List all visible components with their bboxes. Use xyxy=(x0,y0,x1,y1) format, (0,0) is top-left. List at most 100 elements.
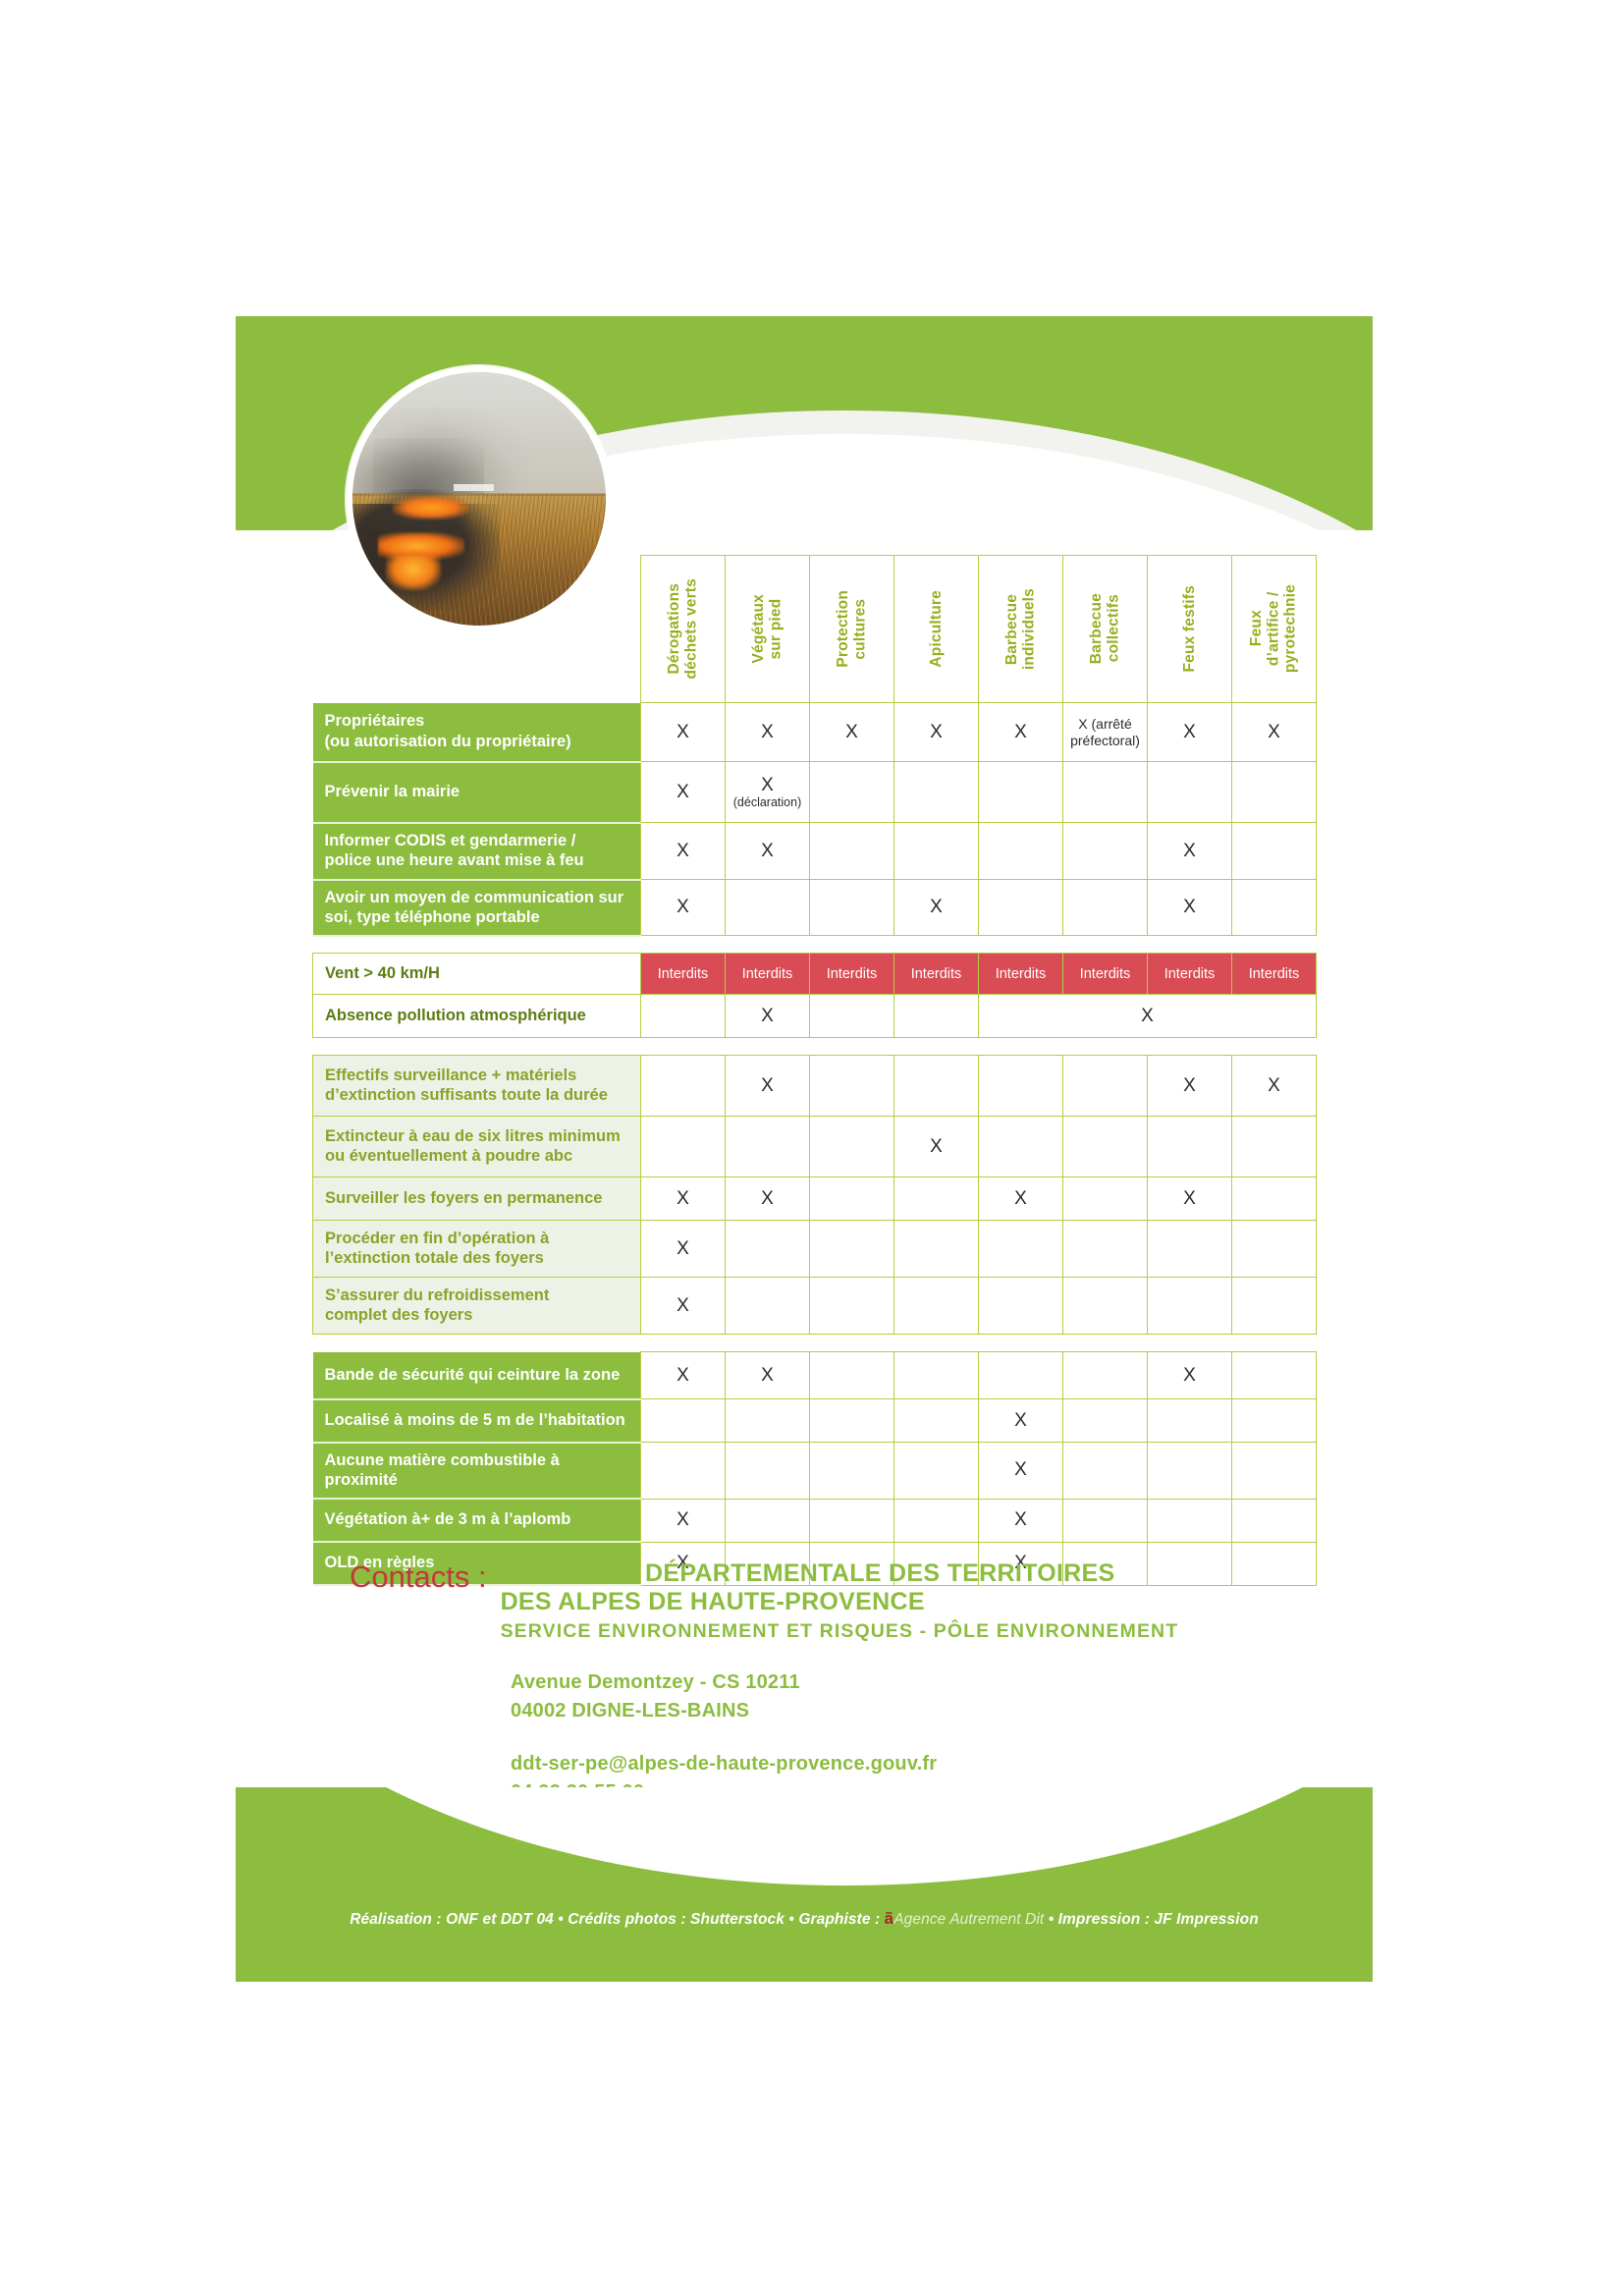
address-line-1: Avenue Demontzey - CS 10211 xyxy=(511,1671,800,1694)
empty-cell-6 xyxy=(1062,1176,1148,1222)
header-corner-spacer xyxy=(313,556,641,703)
table-row: Avoir un moyen de communication sur soi, … xyxy=(312,878,1317,937)
row-label: Aucune matière combustible à proximité xyxy=(312,1442,641,1501)
empty-cell-8 xyxy=(1231,1116,1317,1178)
empty-cell-4 xyxy=(893,1277,979,1336)
empty-cell-3 xyxy=(809,878,894,937)
mark-cell-8: X xyxy=(1231,702,1317,762)
empty-cell-3 xyxy=(809,1220,894,1279)
flame-icon xyxy=(385,554,442,590)
empty-cell-4 xyxy=(893,1398,979,1444)
empty-cell-3 xyxy=(809,1277,894,1336)
contacts-heading: Contacts : xyxy=(350,1559,487,1594)
empty-cell-1 xyxy=(640,994,726,1039)
empty-cell-4 xyxy=(893,1541,979,1586)
empty-cell-1 xyxy=(640,1116,726,1178)
gap-cell xyxy=(894,1335,979,1352)
empty-cell-5 xyxy=(978,822,1063,880)
empty-cell-8 xyxy=(1231,1442,1317,1500)
empty-cell-8 xyxy=(1231,1277,1317,1336)
empty-cell-7 xyxy=(1147,1442,1232,1500)
table-row: Effectifs surveillance + matériels d’exti… xyxy=(312,1055,1317,1118)
empty-cell-2 xyxy=(725,1498,810,1543)
empty-cell-3 xyxy=(809,822,894,880)
column-header-label: Feux festifs xyxy=(1180,585,1198,673)
row-label: Végétation à+ de 3 m à l’aplomb xyxy=(312,1499,641,1543)
gap-cell xyxy=(1148,1038,1232,1056)
column-header-label: Barbecue collectifs xyxy=(1088,593,1122,665)
gap-cell xyxy=(979,1038,1063,1056)
mark-cell-1: X xyxy=(640,1220,726,1279)
empty-cell-5 xyxy=(978,1116,1063,1178)
gap-cell xyxy=(641,936,726,954)
empty-cell-7 xyxy=(1147,1220,1232,1279)
email-link[interactable]: ddt-ser-pe@alpes-de-haute-provence.gouv.… xyxy=(511,1753,938,1776)
mark-cell-4: X xyxy=(893,878,979,937)
empty-cell-5 xyxy=(978,878,1063,937)
gap-cell xyxy=(1148,936,1232,954)
mark-cell-5: X xyxy=(978,702,1063,762)
gap-cell xyxy=(1063,936,1148,954)
mark-cell-7: X xyxy=(1147,1176,1232,1222)
column-header-3: Protection cultures xyxy=(809,555,894,703)
block-gap xyxy=(313,936,1317,954)
empty-cell-2 xyxy=(725,878,810,937)
empty-cell-8 xyxy=(1231,1351,1317,1400)
table-row: Localisé à moins de 5 m de l’habitation … xyxy=(312,1398,1317,1444)
empty-cell-8 xyxy=(1231,1398,1317,1444)
column-header-1: Dérogations déchets verts xyxy=(640,555,726,703)
mark-cell-2: X (déclaration) xyxy=(725,761,810,823)
empty-cell-6 xyxy=(1062,1498,1148,1543)
gap-cell xyxy=(1063,1038,1148,1056)
column-header-7: Feux festifs xyxy=(1147,555,1232,703)
mark-cell-2: X xyxy=(725,1055,810,1118)
empty-cell-6 xyxy=(1062,1351,1148,1400)
gap-cell xyxy=(1148,1335,1232,1352)
empty-cell-5 xyxy=(978,1351,1063,1400)
mark-cell-7: X xyxy=(1147,702,1232,762)
table-row: Surveiller les foyers en permanence X X X … xyxy=(312,1176,1317,1222)
gap-cell xyxy=(894,936,979,954)
gap-cell xyxy=(726,936,810,954)
gap-cell xyxy=(313,1038,641,1056)
mark-cell-1: X xyxy=(640,1351,726,1400)
empty-cell-8 xyxy=(1231,878,1317,937)
table-row: Bande de sécurité qui ceinture la zone X X… xyxy=(312,1351,1317,1400)
empty-cell-6 xyxy=(1062,1055,1148,1118)
row-label: Bande de sécurité qui ceinture la zone xyxy=(312,1351,641,1400)
interdit-cell-5: Interdits xyxy=(978,953,1063,996)
interdit-cell-7: Interdits xyxy=(1147,953,1232,996)
empty-cell-3 xyxy=(809,1351,894,1400)
empty-cell-4 xyxy=(893,761,979,823)
column-header-label: Protection cultures xyxy=(835,590,869,668)
table-row: Vent > 40 km/H Interdits Interdits Interdit… xyxy=(312,953,1317,996)
mark-cell-6: X (arrêté préfectoral) xyxy=(1062,702,1148,762)
mark-cell-5: X xyxy=(978,1541,1063,1586)
empty-cell-4 xyxy=(893,1498,979,1543)
photo-horizon xyxy=(352,492,606,496)
interdit-cell-4: Interdits xyxy=(893,953,979,996)
empty-cell-7 xyxy=(1147,1498,1232,1543)
empty-cell-3 xyxy=(809,1116,894,1178)
row-label: Absence pollution atmosphérique xyxy=(312,994,641,1039)
credits-part-2: • Impression : JF Impression xyxy=(1044,1911,1259,1928)
column-header-5: Barbecue individuels xyxy=(978,555,1063,703)
mark-cell-5: X xyxy=(978,1498,1063,1543)
column-header-label: Apiculture xyxy=(927,590,945,668)
interdit-cell-2: Interdits xyxy=(725,953,810,996)
empty-cell-8 xyxy=(1231,761,1317,823)
empty-cell-2 xyxy=(725,1442,810,1500)
gap-cell xyxy=(1232,1335,1317,1352)
column-header-6: Barbecue collectifs xyxy=(1062,555,1148,703)
table-row: Extincteur à eau de six litres minimum ou… xyxy=(312,1116,1317,1178)
interdit-cell-6: Interdits xyxy=(1062,953,1148,996)
gap-cell xyxy=(641,1038,726,1056)
bottom-green-banner: Réalisation : ONF et DDT 04 • Crédits ph… xyxy=(236,1787,1373,1982)
empty-cell-6 xyxy=(1062,1116,1148,1178)
row-label: Extincteur à eau de six litres minimum ou… xyxy=(312,1116,641,1178)
mark-cell-3: X xyxy=(809,702,894,762)
mark-cell-7: X xyxy=(1147,878,1232,937)
agency-name: Agence Autrement Dit xyxy=(893,1911,1045,1928)
row-label: S’assurer du refroidissement complet des … xyxy=(312,1277,641,1336)
